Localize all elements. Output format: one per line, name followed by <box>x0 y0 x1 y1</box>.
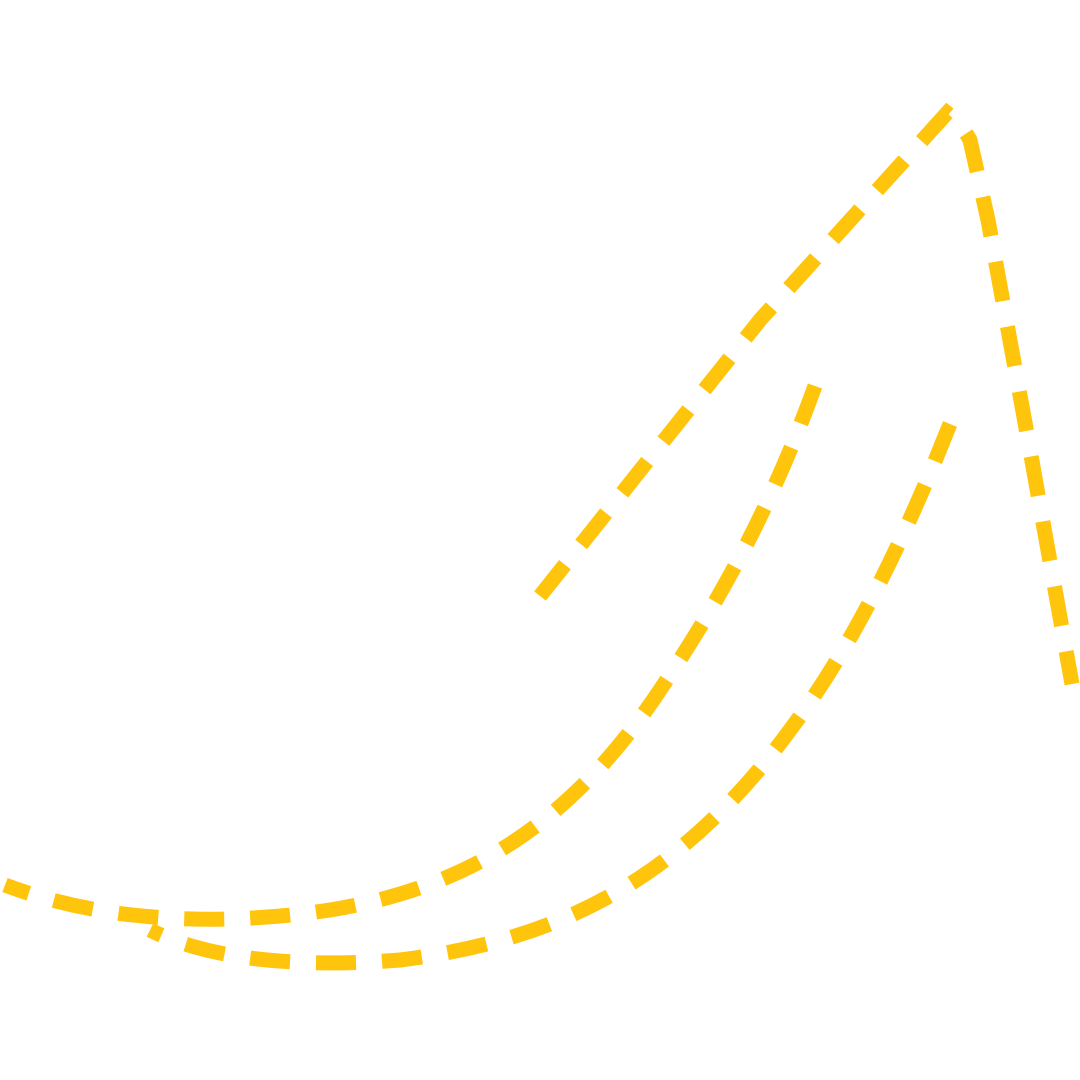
middle-curve <box>2 383 823 927</box>
lower-curve <box>146 421 957 971</box>
upper-peak-curve <box>534 102 1080 686</box>
